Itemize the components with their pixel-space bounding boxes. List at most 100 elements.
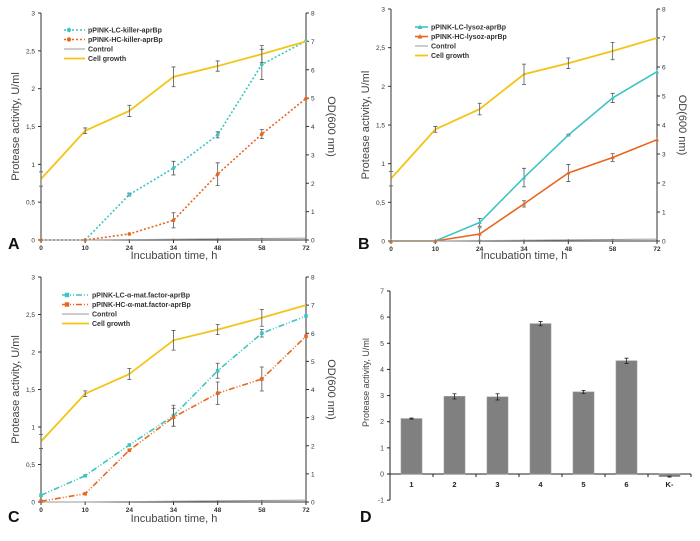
- data-point: [305, 499, 307, 501]
- error-bar: [259, 308, 264, 327]
- x-tick-label: 0: [39, 245, 43, 252]
- error-bar: [39, 171, 43, 187]
- y-tick-label: 0: [31, 500, 35, 507]
- y2-tick-label: 0: [311, 238, 315, 245]
- bar: [486, 396, 509, 475]
- data-point: [261, 237, 263, 240]
- data-point: [40, 239, 42, 241]
- y2-tick-label: 6: [311, 331, 315, 338]
- data-point: [128, 238, 131, 241]
- y2-tick-label: 7: [311, 39, 315, 46]
- legend-item: pPINK-HC-killer-aprBp: [64, 37, 163, 44]
- data-point: [127, 232, 132, 236]
- data-point: [611, 238, 614, 241]
- y-axis-label: Protease activity, U/ml: [10, 335, 22, 444]
- y-tick-label: 2: [380, 419, 384, 426]
- data-point: [477, 220, 482, 225]
- data-point: [127, 443, 132, 447]
- x-tick-label: 34: [170, 245, 178, 252]
- legend-item: Cell growth: [415, 53, 469, 60]
- legend-label: Cell growth: [88, 56, 126, 63]
- y-tick-label: 1: [31, 162, 35, 169]
- error-bar: [433, 126, 438, 133]
- data-point: [566, 170, 571, 175]
- legend-label: Control: [92, 312, 117, 319]
- y-tick-label: 4: [380, 367, 384, 374]
- y-tick-label: 1: [31, 425, 35, 432]
- data-point: [215, 368, 220, 373]
- data-point: [304, 96, 308, 101]
- legend-item: Cell growth: [62, 321, 130, 328]
- series-control: [40, 237, 307, 241]
- data-point: [655, 137, 659, 142]
- x-tick-label: 0: [39, 507, 43, 514]
- data-point: [390, 240, 392, 242]
- legend-marker: [64, 302, 70, 307]
- error-bar: [477, 102, 482, 116]
- bar: [572, 391, 595, 475]
- y-tick-label: 1,5: [26, 387, 35, 394]
- legend-label: pPINK-LC-killer-aprBp: [88, 28, 162, 35]
- data-point: [304, 314, 308, 318]
- y2-tick-label: 2: [311, 443, 315, 450]
- series-control: [40, 499, 307, 503]
- data-point: [172, 238, 175, 241]
- panel-letter: C: [8, 509, 20, 526]
- legend-item: Cell growth: [64, 56, 126, 63]
- data-point: [84, 239, 86, 241]
- error-bar: [215, 324, 220, 336]
- y-tick-label: 1,5: [26, 124, 35, 131]
- y-tick-label: 2,5: [376, 45, 385, 52]
- legend-marker: [417, 34, 423, 39]
- error-bar: [581, 389, 586, 394]
- data-point: [39, 493, 43, 498]
- error-bar: [610, 41, 615, 61]
- data-point: [610, 95, 615, 100]
- legend-label: Control: [431, 44, 456, 51]
- y2-tick-label: 1: [311, 471, 315, 478]
- legend-item: Control: [64, 47, 113, 54]
- data-point: [567, 239, 570, 241]
- y-axis-label: Protease activity, U/ml: [10, 72, 22, 181]
- error-bar: [495, 393, 500, 401]
- y2-tick-label: 5: [311, 359, 315, 366]
- error-bar: [127, 368, 132, 381]
- y2-tick-label: 2: [662, 181, 666, 188]
- data-point: [260, 377, 264, 381]
- y-axis-label: Protease activity, U/ml: [361, 338, 371, 427]
- error-bar: [39, 434, 43, 449]
- data-point: [610, 155, 615, 160]
- data-point: [216, 500, 219, 502]
- data-point: [215, 391, 220, 396]
- x-axis-label: Incubation time, h: [481, 250, 568, 262]
- y-tick-label: 1,5: [376, 123, 385, 130]
- data-point: [171, 166, 176, 170]
- y2-tick-label: 5: [662, 94, 666, 101]
- error-bar: [409, 417, 414, 420]
- y2-tick-label: 4: [311, 387, 315, 394]
- x-tick-label: 10: [82, 507, 90, 514]
- error-bar: [452, 393, 457, 400]
- data-point: [216, 238, 219, 240]
- y-tick-label: 1: [381, 161, 385, 168]
- error-bar: [127, 104, 132, 117]
- data-point: [523, 239, 525, 242]
- data-point: [434, 240, 437, 242]
- y2-tick-label: 8: [662, 7, 666, 14]
- legend-label: pPINK-HC-killer-aprBp: [88, 37, 163, 44]
- legend-marker: [417, 24, 423, 29]
- x-tick-label: 58: [609, 246, 617, 253]
- y2-tick-label: 1: [662, 210, 666, 217]
- data-point: [522, 175, 526, 180]
- error-bar: [83, 390, 88, 397]
- bar: [443, 396, 466, 475]
- y2-axis-label: OD(600 nm): [325, 359, 337, 420]
- y2-axis-label: OD(600 nm): [676, 95, 688, 156]
- y-tick-label: 3: [31, 11, 35, 18]
- y2-tick-label: 6: [311, 67, 315, 74]
- legend-item: pPINK-LC-lysoz-aprBp: [415, 24, 506, 32]
- legend-label: Cell growth: [431, 53, 469, 60]
- error-bar: [171, 66, 176, 88]
